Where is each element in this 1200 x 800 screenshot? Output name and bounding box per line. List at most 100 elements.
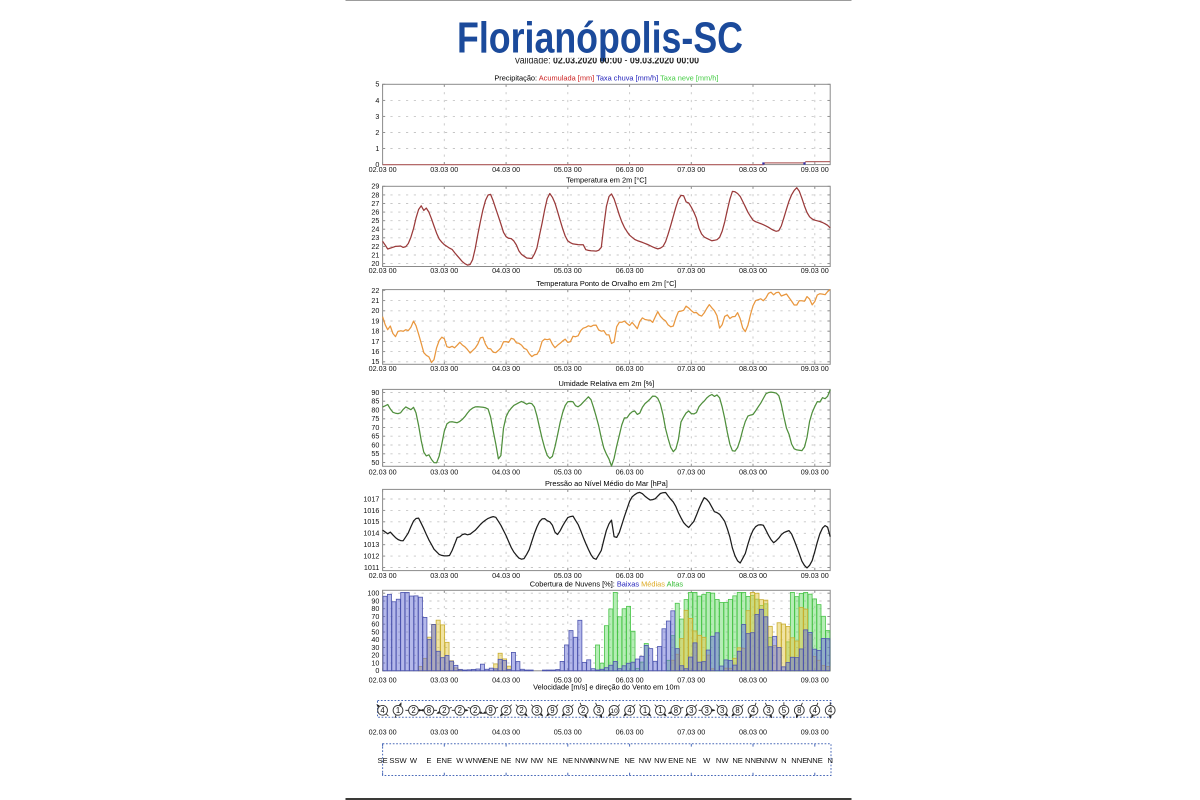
svg-text:NE: NE — [686, 756, 697, 765]
svg-text:0: 0 — [375, 160, 379, 169]
svg-text:2: 2 — [504, 706, 508, 715]
svg-text:07.03 00: 07.03 00 — [677, 364, 705, 373]
svg-text:Temperatura Ponto de Orvalho e: Temperatura Ponto de Orvalho em 2m [°C] — [536, 279, 676, 288]
svg-text:06.03 00: 06.03 00 — [616, 675, 644, 684]
svg-text:5: 5 — [375, 80, 379, 89]
svg-text:08.03 00: 08.03 00 — [739, 165, 767, 174]
svg-text:100: 100 — [367, 589, 379, 598]
svg-text:03.03 00: 03.03 00 — [430, 571, 458, 580]
svg-text:NE: NE — [609, 756, 620, 765]
svg-text:20: 20 — [371, 651, 379, 660]
svg-text:2: 2 — [473, 706, 477, 715]
svg-text:06.03 00: 06.03 00 — [616, 728, 644, 737]
svg-text:NE: NE — [732, 756, 743, 765]
svg-text:09.03 00: 09.03 00 — [801, 728, 829, 737]
svg-text:Precipitação: Acumulada [mm] T: Precipitação: Acumulada [mm] Taxa chuva … — [494, 74, 718, 83]
svg-text:ENE: ENE — [668, 756, 684, 765]
svg-text:3: 3 — [766, 706, 770, 715]
svg-text:21: 21 — [371, 250, 379, 259]
svg-text:05.03 00: 05.03 00 — [554, 468, 582, 477]
svg-text:10: 10 — [610, 708, 618, 715]
svg-text:2: 2 — [581, 706, 585, 715]
svg-text:03.03 00: 03.03 00 — [430, 675, 458, 684]
svg-text:8: 8 — [427, 706, 431, 715]
svg-text:04.03 00: 04.03 00 — [492, 728, 520, 737]
svg-text:1: 1 — [375, 144, 379, 153]
svg-text:Cobertura de Nuvens [%]: Baixa: Cobertura de Nuvens [%]: Baixas Médias A… — [530, 580, 684, 589]
svg-text:N: N — [781, 756, 786, 765]
svg-text:NNE: NNE — [807, 756, 823, 765]
svg-text:20: 20 — [371, 259, 379, 268]
svg-text:1013: 1013 — [363, 540, 379, 549]
svg-text:04.03 00: 04.03 00 — [492, 571, 520, 580]
svg-text:22: 22 — [371, 242, 379, 251]
svg-text:05.03 00: 05.03 00 — [554, 728, 582, 737]
svg-text:NW: NW — [654, 756, 667, 765]
svg-text:3: 3 — [705, 706, 709, 715]
svg-text:07.03 00: 07.03 00 — [677, 675, 705, 684]
svg-text:03.03 00: 03.03 00 — [430, 266, 458, 275]
svg-text:07.03 00: 07.03 00 — [677, 165, 705, 174]
svg-text:03.03 00: 03.03 00 — [430, 165, 458, 174]
svg-text:NE: NE — [501, 756, 512, 765]
svg-text:85: 85 — [371, 397, 379, 406]
svg-text:09.03 00: 09.03 00 — [801, 571, 829, 580]
svg-text:03.03 00: 03.03 00 — [430, 468, 458, 477]
svg-text:1: 1 — [396, 706, 400, 715]
svg-text:1: 1 — [643, 706, 647, 715]
svg-text:Temperatura em 2m [°C]: Temperatura em 2m [°C] — [566, 176, 647, 185]
svg-text:08.03 00: 08.03 00 — [739, 728, 767, 737]
svg-text:4: 4 — [828, 706, 833, 715]
svg-text:08.03 00: 08.03 00 — [739, 675, 767, 684]
svg-text:3: 3 — [597, 706, 601, 715]
svg-text:04.03 00: 04.03 00 — [492, 364, 520, 373]
svg-text:3: 3 — [720, 706, 724, 715]
svg-text:SE: SE — [378, 756, 388, 765]
svg-text:0: 0 — [375, 666, 379, 675]
svg-text:06.03 00: 06.03 00 — [616, 266, 644, 275]
svg-text:90: 90 — [371, 596, 379, 605]
svg-text:NE: NE — [563, 756, 574, 765]
svg-text:80: 80 — [371, 604, 379, 613]
svg-text:9: 9 — [550, 706, 554, 715]
svg-text:NNW: NNW — [759, 756, 778, 765]
svg-text:3: 3 — [566, 706, 570, 715]
svg-text:05.03 00: 05.03 00 — [554, 266, 582, 275]
svg-text:04.03 00: 04.03 00 — [492, 675, 520, 684]
svg-text:15: 15 — [371, 357, 379, 366]
svg-text:26: 26 — [371, 208, 379, 217]
svg-text:02.03 00: 02.03 00 — [369, 728, 397, 737]
svg-text:1016: 1016 — [363, 506, 379, 515]
svg-text:08.03 00: 08.03 00 — [739, 468, 767, 477]
svg-text:40: 40 — [371, 635, 379, 644]
svg-text:09.03 00: 09.03 00 — [801, 364, 829, 373]
svg-text:NE: NE — [624, 756, 635, 765]
svg-text:4: 4 — [380, 706, 385, 715]
svg-text:20: 20 — [371, 306, 379, 315]
svg-text:19: 19 — [371, 316, 379, 325]
svg-text:02.03 00: 02.03 00 — [369, 675, 397, 684]
svg-text:04.03 00: 04.03 00 — [492, 468, 520, 477]
svg-text:65: 65 — [371, 432, 379, 441]
svg-text:2: 2 — [458, 706, 462, 715]
svg-text:25: 25 — [371, 216, 379, 225]
svg-text:NNE: NNE — [745, 756, 761, 765]
svg-text:3: 3 — [535, 706, 539, 715]
svg-text:55: 55 — [371, 449, 379, 458]
svg-text:NNE: NNE — [791, 756, 807, 765]
svg-text:Velocidade [m/s] e direção do: Velocidade [m/s] e direção do Vento em 1… — [533, 683, 680, 692]
svg-text:W: W — [410, 756, 418, 765]
svg-text:09.03 00: 09.03 00 — [801, 266, 829, 275]
svg-text:9: 9 — [488, 706, 492, 715]
svg-text:1012: 1012 — [363, 552, 379, 561]
svg-text:2: 2 — [519, 706, 523, 715]
svg-text:8: 8 — [797, 706, 801, 715]
svg-text:21: 21 — [371, 296, 379, 305]
svg-text:70: 70 — [371, 612, 379, 621]
svg-text:NW: NW — [716, 756, 729, 765]
svg-text:16: 16 — [371, 347, 379, 356]
svg-text:03.03 00: 03.03 00 — [430, 728, 458, 737]
svg-text:06.03 00: 06.03 00 — [616, 571, 644, 580]
svg-text:60: 60 — [371, 620, 379, 629]
svg-text:N: N — [827, 756, 832, 765]
